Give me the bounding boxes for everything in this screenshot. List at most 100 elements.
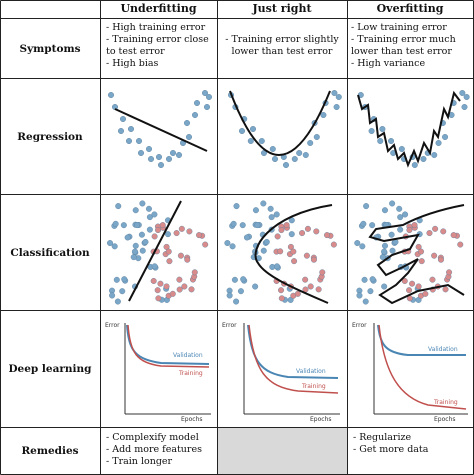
data-point	[139, 247, 146, 254]
row-label-deep-learning: Deep learning	[8, 363, 92, 375]
data-point	[324, 232, 331, 239]
data-point	[239, 128, 246, 135]
data-point	[175, 151, 182, 158]
deep-learning-underfitting-plot: Error Epochs Validation Training	[105, 322, 211, 423]
training-curve	[378, 324, 467, 410]
data-point	[193, 100, 200, 107]
data-point	[157, 280, 164, 287]
data-point	[268, 214, 275, 221]
data-point	[296, 149, 303, 156]
data-point	[294, 290, 301, 297]
remedy-item: - Add more features	[106, 444, 202, 455]
data-point	[287, 243, 294, 250]
data-point	[154, 287, 161, 294]
row-label-classification: Classification	[10, 246, 90, 259]
data-point	[315, 286, 322, 293]
data-point	[335, 93, 342, 100]
data-point	[409, 280, 416, 287]
data-point	[107, 91, 114, 98]
data-point	[310, 256, 317, 263]
data-point	[191, 112, 198, 119]
data-point	[459, 89, 466, 96]
data-point	[274, 233, 281, 240]
data-point	[226, 292, 233, 299]
remedy-item: - Regularize	[353, 432, 412, 443]
remedy-item: - Complexify model	[106, 432, 199, 443]
data-point	[397, 226, 404, 233]
x-axis-label: Epochs	[310, 416, 332, 423]
data-point	[132, 242, 139, 249]
data-point	[252, 207, 259, 214]
data-point	[184, 256, 191, 263]
row-label-remedies: Remedies	[21, 445, 79, 457]
data-point	[131, 248, 138, 255]
data-point	[435, 140, 442, 147]
data-point	[282, 161, 289, 168]
data-point	[431, 151, 438, 158]
data-point	[165, 155, 172, 162]
data-point	[313, 228, 320, 235]
data-point	[273, 211, 280, 218]
data-point	[111, 243, 118, 250]
symptom-item: - High bias	[106, 58, 159, 69]
classification-overfitting-plot	[354, 200, 465, 305]
data-point	[130, 254, 137, 261]
data-point	[114, 298, 121, 305]
data-point	[145, 205, 152, 212]
data-point	[134, 222, 141, 229]
data-point	[422, 290, 429, 297]
data-point	[418, 258, 425, 265]
training-label: Training	[433, 399, 458, 406]
data-point	[230, 220, 237, 227]
deep-learning-just-right-plot: Error Epochs Validation Training	[222, 322, 340, 423]
remedies-underfitting: - Complexify model - Add more features -…	[100, 430, 217, 468]
y-axis-label: Error	[352, 322, 367, 329]
data-point	[177, 252, 184, 259]
data-point	[463, 93, 470, 100]
data-point	[203, 104, 210, 111]
data-point	[146, 214, 153, 221]
data-point	[303, 252, 310, 259]
data-point	[252, 283, 259, 290]
data-point	[431, 252, 438, 259]
symptom-item: to test error	[106, 46, 165, 57]
data-point	[166, 258, 173, 265]
symptoms-overfitting: - Low training error - Training error mu…	[347, 20, 473, 70]
overfit-zigzag-curve	[357, 90, 461, 168]
data-point	[457, 241, 464, 248]
data-point	[118, 128, 125, 135]
data-point	[307, 283, 314, 290]
data-point	[402, 211, 409, 218]
data-point	[150, 277, 157, 284]
remedy-item: - Train longer	[106, 456, 173, 467]
header-underfitting: Underfitting	[120, 2, 197, 15]
data-point	[239, 222, 246, 229]
data-point	[205, 93, 212, 100]
remedy-item: - Get more data	[353, 444, 429, 455]
data-point	[120, 222, 127, 229]
symptoms-underfitting: - High training error - Training error c…	[100, 20, 217, 70]
data-point	[440, 228, 447, 235]
data-point	[136, 138, 143, 145]
data-point	[461, 104, 468, 111]
data-point	[188, 286, 195, 293]
linear-decision-boundary	[128, 200, 182, 302]
regression-underfitting-plot	[107, 89, 212, 168]
data-point	[379, 126, 386, 133]
data-point	[411, 222, 418, 229]
data-point	[224, 240, 231, 247]
symptom-item: lower than test error	[231, 46, 333, 57]
data-point	[368, 128, 375, 135]
validation-curve	[126, 324, 210, 365]
data-point	[126, 138, 133, 145]
header-overfitting: Overfitting	[376, 2, 444, 15]
data-point	[398, 145, 405, 152]
data-point	[164, 231, 171, 238]
data-point	[196, 232, 203, 239]
data-point	[288, 217, 295, 224]
data-point	[442, 286, 449, 293]
data-point	[183, 120, 190, 127]
data-point	[389, 200, 396, 207]
validation-label: Validation	[428, 346, 458, 353]
